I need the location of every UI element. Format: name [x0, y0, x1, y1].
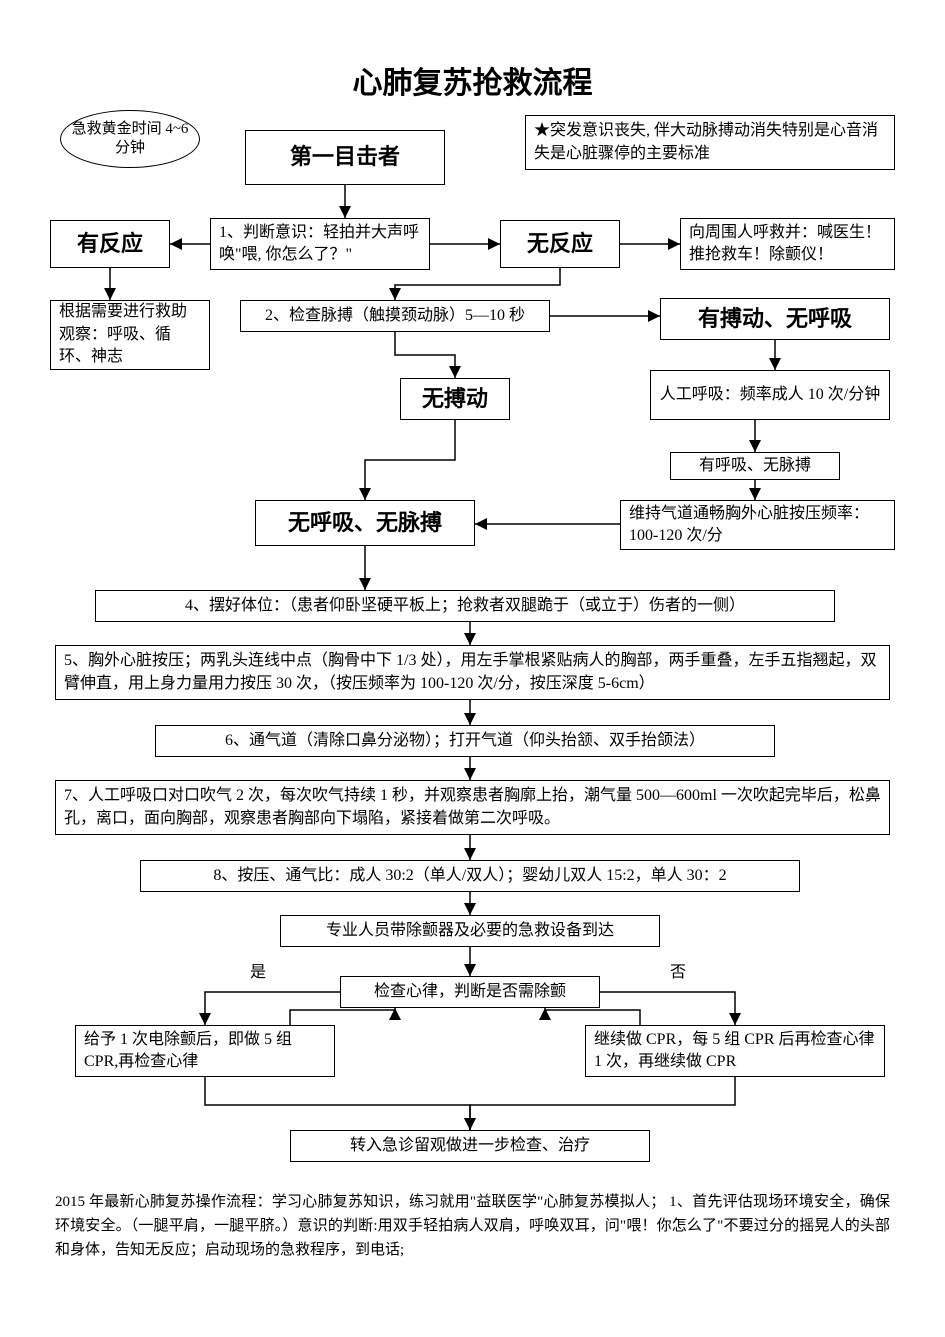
node-n4: 4、摆好体位：（患者仰卧坚硬平板上；抢救者双腿跪于（或立于）伤者的一侧）	[95, 590, 835, 622]
node-n_nopulse: 无搏动	[400, 378, 510, 420]
node-n_resp_yes: 有反应	[50, 220, 170, 268]
node-n_maintain: 维持气道通畅胸外心脏按压频率：100-120 次/分	[620, 500, 895, 550]
node-n_pulse_yes: 有搏动、无呼吸	[660, 298, 890, 340]
node-n_breath_nopulse_lbl: 有呼吸、无脉搏	[670, 452, 840, 480]
node-n6: 6、通气道（清除口鼻分泌物）；打开气道（仰头抬颔、双手抬颌法）	[155, 725, 775, 757]
node-n_artresp: 人工呼吸：频率成人 10 次/分钟	[650, 370, 890, 420]
node-n_check: 检查心律，判断是否需除颤	[340, 976, 600, 1008]
footer-text: 2015 年最新心肺复苏操作流程：学习心肺复苏知识，练习就用"益联医学"心肺复苏…	[55, 1190, 890, 1262]
label-no: 否	[670, 958, 686, 982]
node-n5: 5、胸外心脏按压；两乳头连线中点（胸骨中下 1/3 处），用左手掌根紧贴病人的胸…	[55, 645, 890, 700]
node-n_nobreath: 无呼吸、无脉搏	[255, 500, 475, 546]
node-n7: 7、人工呼吸口对口吹气 2 次，每次吹气持续 1 秒，并观察患者胸廓上抬，潮气量…	[55, 780, 890, 835]
node-n_judge: 1、判断意识：轻拍并大声呼唤"喂, 你怎么了？"	[210, 218, 430, 270]
node-n_final: 转入急诊留观做进一步检查、治疗	[290, 1130, 650, 1162]
node-n1: 第一目击者	[245, 130, 445, 185]
node-n8: 8、按压、通气比：成人 30:2（单人/双人）；婴幼儿双人 15:2，单人 30…	[140, 860, 800, 892]
node-n_pro: 专业人员带除颤器及必要的急救设备到达	[280, 915, 660, 947]
node-n_call: 向周围人呼救并：喊医生！推抢救车！除颤仪！	[680, 218, 895, 270]
node-n_no_act: 继续做 CPR，每 5 组 CPR 后再检查心律 1 次，再继续做 CPR	[585, 1025, 885, 1077]
node-n_yes_act: 给予 1 次电除颤后，即做 5 组 CPR,再检查心律	[75, 1025, 335, 1077]
page-title: 心肺复苏抢救流程	[300, 58, 645, 102]
golden-time-oval: 急救黄金时间 4~6 分钟	[60, 110, 200, 168]
node-n_star: ★突发意识丧失, 伴大动脉搏动消失特别是心音消失是心脏骤停的主要标准	[525, 115, 895, 170]
node-n_help: 根据需要进行救助观察：呼吸、循环、神志	[50, 300, 210, 370]
node-n_resp_no: 无反应	[500, 220, 620, 268]
node-n_pulse: 2、检查脉搏（触摸颈动脉）5—10 秒	[240, 300, 550, 332]
label-yes: 是	[250, 958, 266, 982]
